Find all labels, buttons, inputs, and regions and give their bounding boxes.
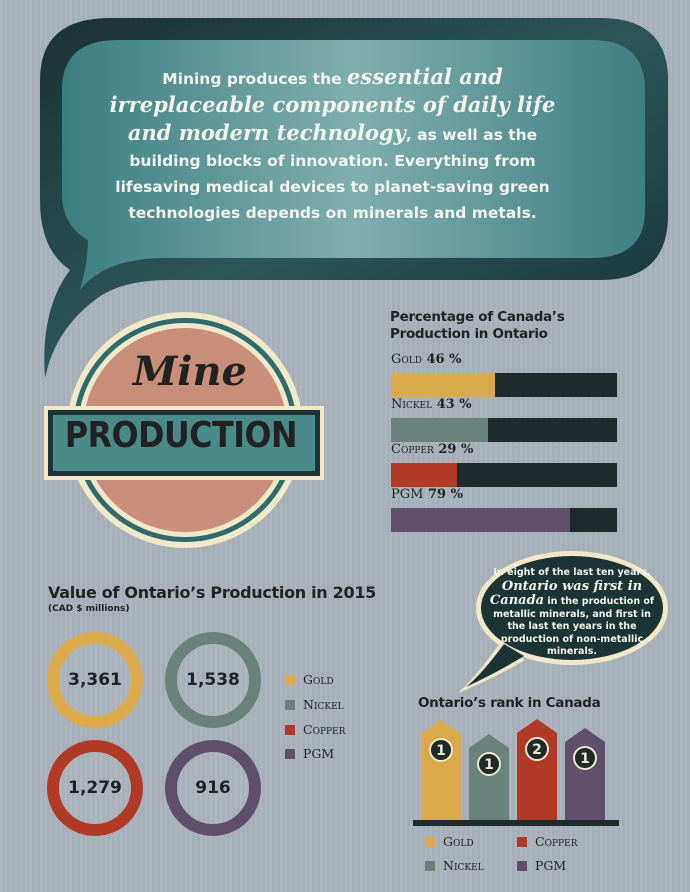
intro-speech-bubble — [40, 18, 668, 378]
rank-legend-item-nickel: Nickel — [425, 858, 484, 873]
legend-swatch-gold — [285, 674, 295, 685]
value-rings: 3,361 1,538 1,279 916 — [0, 615, 290, 836]
percentage-chart: Gold 46 % Nickel 43 % Copper 29 % PGM 79 % — [391, 352, 621, 532]
value-chart-title: Value of Ontario’s Production in 2015 — [48, 583, 377, 602]
pct-bar-label-pgm: PGM 79 % — [391, 487, 463, 502]
legend-label-copper: Copper — [303, 722, 346, 737]
pct-category-pgm: PGM — [391, 487, 424, 502]
pct-value-label-gold: 46 % — [421, 352, 462, 367]
pct-bar-nickel — [391, 418, 489, 442]
callout-text-emphasis: Ontario was first in Canada — [489, 578, 643, 608]
rank-legend-item-gold: Gold — [425, 834, 474, 849]
legend-item-pgm: PGM — [285, 746, 334, 761]
rank-value-gold: 1 — [436, 743, 446, 759]
rank-value-pgm: 1 — [580, 751, 590, 767]
rank-chart-baseline — [413, 820, 619, 826]
rank-badge-gold — [429, 738, 453, 762]
value-legend: Gold Nickel Copper PGM — [285, 672, 395, 782]
pct-category-copper: Copper — [391, 442, 434, 457]
rank-badge-pgm — [573, 746, 597, 770]
legend-swatch-copper — [285, 724, 295, 735]
callout-text-part1: In eight of the last ten years, — [493, 567, 651, 578]
value-ring-copper: 1,279 — [47, 740, 143, 836]
legend-item-gold: Gold — [285, 672, 334, 687]
rank-bar-gold — [421, 720, 461, 820]
pct-bar-track-gold — [391, 373, 617, 397]
percentage-chart-title: Percentage of Canada’s Production in Ont… — [390, 309, 565, 342]
emblem-title-mine: Mine — [132, 348, 247, 395]
pct-bar-track-pgm — [391, 508, 617, 532]
legend-swatch-nickel — [285, 699, 295, 710]
pct-bar-copper — [391, 463, 457, 487]
rank-legend-label-pgm: PGM — [535, 858, 567, 873]
pct-bar-track-nickel — [391, 418, 617, 442]
rank-legend-label-gold: Gold — [443, 834, 474, 849]
intro-text-part1: Mining produces the — [162, 70, 348, 88]
rank-legend-item-pgm: PGM — [517, 858, 566, 873]
pct-value-label-nickel: 43 % — [432, 397, 472, 412]
value-ring-pgm: 916 — [165, 740, 261, 836]
pct-bar-label-gold: Gold 46 % — [391, 352, 461, 367]
rank-bar-copper — [517, 719, 557, 820]
rank-chart-title: Ontario’s rank in Canada — [418, 695, 601, 711]
pct-bar-label-copper: Copper 29 % — [391, 442, 473, 457]
rank-legend-swatch-gold — [425, 836, 435, 847]
callout-text-part2: in the production of metallic minerals, … — [493, 596, 655, 657]
rank-bar-pgm — [565, 728, 605, 820]
rank-badge-copper — [525, 737, 549, 761]
legend-item-copper: Copper — [285, 722, 345, 737]
intro-text: Mining produces the essential and irrepl… — [95, 64, 570, 226]
value-chart-subtitle: (CAD $ millions) — [48, 604, 130, 614]
legend-label-pgm: PGM — [303, 746, 335, 761]
legend-label-nickel: Nickel — [303, 697, 344, 712]
emblem-title-production: PRODUCTION — [64, 415, 298, 456]
rank-legend-swatch-pgm — [517, 860, 527, 871]
intro-text-emphasis: essential and irreplaceable components o… — [109, 64, 556, 145]
pct-category-nickel: Nickel — [391, 397, 433, 412]
rank-bar-nickel — [469, 734, 509, 820]
rank-chart: 1 1 2 1 — [413, 719, 619, 826]
legend-label-gold: Gold — [303, 672, 334, 687]
mine-production-emblem — [44, 312, 324, 548]
pct-bar-gold — [391, 373, 495, 397]
pct-bar-pgm — [391, 508, 570, 532]
legend-item-nickel: Nickel — [285, 697, 344, 712]
legend-swatch-pgm — [285, 748, 295, 759]
intro-text-part2: , as well as the building blocks of inno… — [115, 126, 550, 222]
pct-category-gold: Gold — [391, 352, 422, 367]
pct-value-label-copper: 29 % — [433, 442, 474, 457]
rank-legend-label-copper: Copper — [535, 834, 578, 849]
rank-legend-label-nickel: Nickel — [443, 858, 484, 873]
rank-legend-swatch-nickel — [425, 860, 435, 871]
pct-value-label-pgm: 79 % — [423, 487, 463, 502]
value-ring-gold: 3,361 — [47, 632, 143, 728]
pct-bar-track-copper — [391, 463, 617, 487]
rank-value-copper: 2 — [532, 742, 542, 758]
rank-legend-swatch-copper — [517, 836, 527, 847]
value-ring-nickel: 1,538 — [165, 632, 261, 728]
rank-badge-nickel — [477, 752, 501, 776]
rank-legend-item-copper: Copper — [517, 834, 577, 849]
callout-bubble — [458, 551, 668, 693]
rank-legend: Gold Copper Nickel PGM — [425, 832, 645, 880]
rank-value-nickel: 1 — [484, 757, 494, 773]
pct-bar-label-nickel: Nickel 43 % — [391, 397, 472, 412]
callout-text: In eight of the last ten years, Ontario w… — [489, 567, 655, 659]
